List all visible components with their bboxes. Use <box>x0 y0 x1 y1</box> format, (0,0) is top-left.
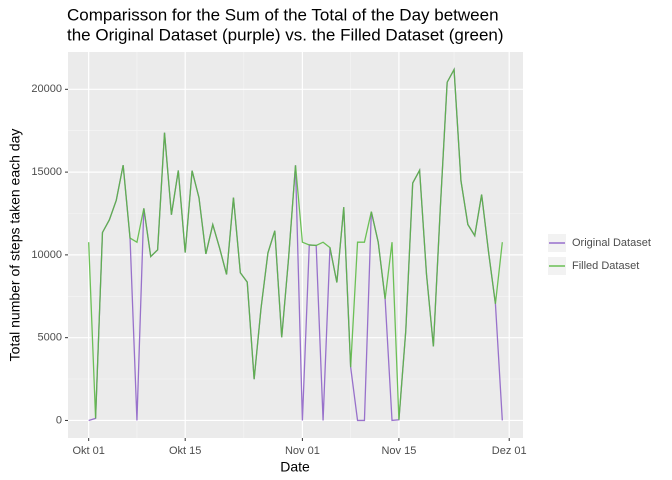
x-axis-label: Date <box>280 459 310 475</box>
y-tick-label: 15000 <box>31 166 62 178</box>
chart-title: Comparisson for the Sum of the Total of … <box>67 5 499 24</box>
y-tick-label: 5000 <box>38 332 62 344</box>
series-line <box>88 67 503 420</box>
legend-label: Original Dataset <box>572 237 651 249</box>
x-tick-label: Nov 01 <box>285 445 320 457</box>
y-tick-label: 0 <box>56 414 62 426</box>
x-tick-label: Okt 15 <box>169 445 201 457</box>
legend-label: Filled Dataset <box>572 260 639 272</box>
x-tick-label: Nov 15 <box>381 445 416 457</box>
y-tick-label: 10000 <box>31 249 62 261</box>
x-tick-label: Okt 01 <box>72 445 104 457</box>
chart-title: the Original Dataset (purple) vs. the Fi… <box>67 25 504 44</box>
x-tick-label: Dez 01 <box>492 445 527 457</box>
panel <box>68 52 523 438</box>
y-tick-label: 20000 <box>31 83 62 95</box>
y-axis-label: Total number of steps taken each day <box>7 129 23 362</box>
